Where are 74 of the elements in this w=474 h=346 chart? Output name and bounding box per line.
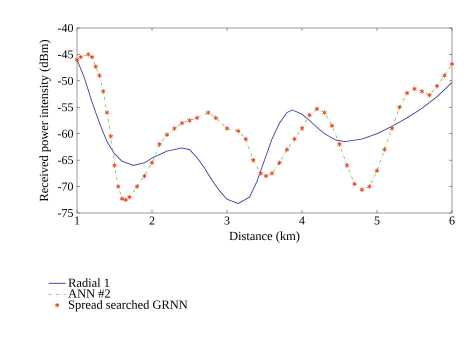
- point: [116, 184, 121, 190]
- point: [382, 146, 387, 152]
- point: [100, 88, 106, 94]
- x-axis-title: Distance (km): [229, 231, 300, 243]
- point: [344, 162, 350, 168]
- y-tick-label: -40: [58, 24, 74, 32]
- x-tick-label: 1: [75, 216, 80, 224]
- point: [123, 197, 128, 202]
- point: [390, 126, 394, 132]
- point: [150, 160, 154, 166]
- point: [206, 110, 211, 116]
- y-tick-label: -70: [58, 182, 74, 191]
- x-tick-label: 3: [224, 216, 230, 225]
- point: [97, 72, 102, 78]
- y-tick-label: -45: [58, 50, 74, 58]
- point: [194, 115, 200, 120]
- point: [187, 118, 192, 124]
- point: [374, 168, 380, 174]
- y-tick-label: -55: [58, 103, 74, 112]
- point: [412, 86, 417, 92]
- point: [264, 173, 268, 179]
- point: [352, 181, 357, 187]
- legend-label: ANN #2: [68, 289, 110, 298]
- point: [236, 128, 241, 134]
- legend-label: Radial 1: [68, 278, 110, 287]
- point: [277, 160, 282, 166]
- point: [314, 106, 320, 112]
- point: [142, 173, 147, 179]
- point: [243, 136, 248, 142]
- x-tick-label: 6: [450, 216, 455, 225]
- point: [134, 184, 140, 190]
- y-tick-label: -75: [58, 209, 74, 217]
- point: [157, 142, 162, 147]
- point: [330, 123, 334, 128]
- point: [322, 110, 327, 116]
- y-axis-title: Received power intensity (dBm): [39, 40, 51, 202]
- point: [292, 136, 297, 142]
- point: [367, 184, 372, 190]
- point: [397, 104, 402, 110]
- point: [127, 194, 132, 200]
- y-tick-label: -50: [58, 76, 74, 85]
- point: [78, 54, 84, 60]
- point: [442, 72, 447, 78]
- point: [360, 187, 364, 192]
- point: [224, 126, 230, 132]
- point: [112, 162, 117, 168]
- point: [86, 52, 91, 58]
- point: [164, 132, 170, 138]
- point: [108, 134, 114, 139]
- x-tick-label: 2: [150, 216, 154, 224]
- point: [258, 170, 264, 176]
- x-tick-label: 5: [374, 216, 380, 224]
- legend-label: Spread searched GRNN: [68, 300, 188, 312]
- point: [307, 112, 312, 118]
- x-tick-label: 4: [299, 216, 305, 224]
- point: [93, 64, 98, 70]
- point: [404, 90, 410, 96]
- point: [420, 88, 424, 94]
- point: [74, 57, 80, 62]
- point: [270, 170, 274, 176]
- point: [172, 126, 177, 132]
- point: [450, 61, 454, 67]
- point: [250, 158, 256, 163]
- point: [284, 146, 290, 152]
- point: [180, 120, 184, 126]
- point: [104, 110, 110, 116]
- y-tick-label: -65: [58, 156, 74, 164]
- point: [434, 84, 440, 89]
- point: [300, 126, 304, 132]
- y-tick-label: -60: [58, 130, 74, 138]
- point: [213, 115, 218, 120]
- point: [120, 196, 124, 202]
- point: [90, 54, 94, 60]
- point: [337, 142, 342, 147]
